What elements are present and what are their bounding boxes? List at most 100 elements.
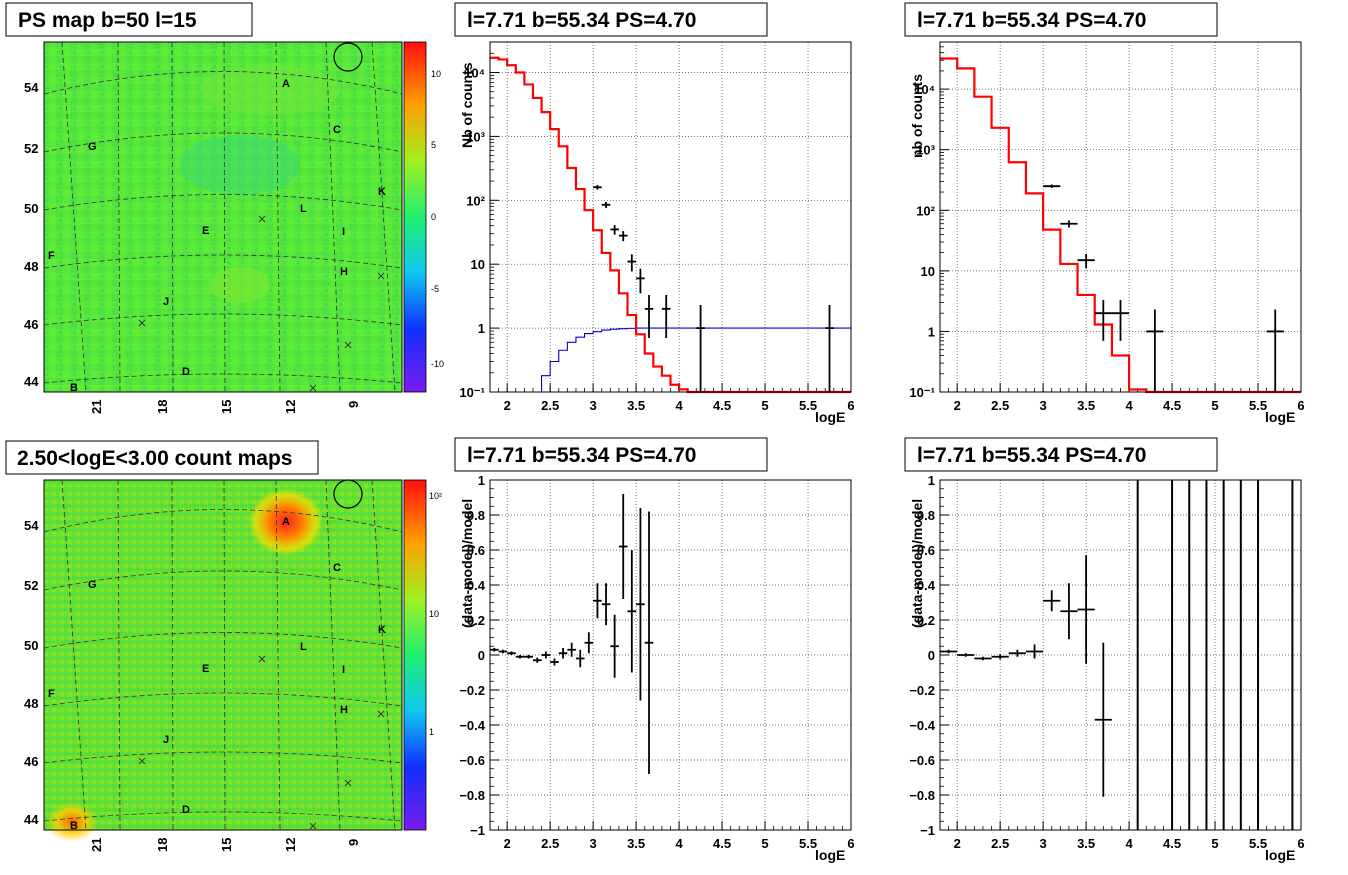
x-tick-label: 4 — [1125, 836, 1133, 851]
y-tick-label: −0.4 — [909, 718, 935, 733]
longitude-line — [325, 479, 341, 831]
y-tick-label: 1 — [928, 324, 935, 339]
x-axis-label: logE — [1265, 409, 1295, 425]
longitude-line — [371, 479, 396, 831]
plot-title: l=7.71 b=55.34 PS=4.70 — [917, 444, 1146, 467]
source-label: E — [202, 225, 209, 237]
data-point — [601, 583, 611, 626]
x-tick-label: 4 — [675, 836, 683, 851]
x-tick-label: 6 — [847, 836, 854, 851]
count-map-title-box — [5, 440, 319, 475]
plot-title-box — [904, 437, 1218, 472]
x-tick-label: 5.5 — [799, 398, 817, 413]
x-tick-label: 4.5 — [713, 398, 731, 413]
x-tick-label: 3.5 — [627, 836, 645, 851]
data-point — [593, 583, 602, 619]
data-point — [991, 654, 1009, 660]
data-point — [550, 658, 559, 666]
data-point — [1008, 649, 1026, 657]
y-tick-label: 0.6 — [467, 543, 485, 558]
y-tick-label: −0.8 — [459, 788, 485, 803]
x-tick-label: 4 — [675, 398, 683, 413]
latitude-line — [43, 632, 403, 649]
count-map-xtick: 15 — [219, 838, 234, 852]
data-point — [644, 294, 654, 338]
x-tick-label: 4.5 — [1163, 398, 1181, 413]
source-label: A — [282, 516, 290, 528]
y-tick-label: −0.2 — [909, 683, 935, 698]
data-point — [1077, 253, 1095, 269]
y-tick-label: 10² — [916, 203, 935, 218]
source-label: H — [340, 266, 348, 278]
ps-map-ytick: 46 — [24, 317, 38, 332]
longitude-line — [61, 41, 87, 393]
count-map-ytick: 44 — [24, 812, 39, 827]
source-label: D — [182, 804, 190, 816]
count-map-ytick: 54 — [24, 518, 39, 533]
data-point — [1094, 300, 1112, 341]
x-tick-label: 3 — [590, 836, 597, 851]
data-point — [532, 657, 542, 663]
source-a-hotspot — [248, 488, 324, 556]
x-tick-label: 2 — [504, 398, 511, 413]
y-tick-label: 1 — [928, 473, 935, 488]
source-label: D — [182, 366, 190, 378]
latitude-line — [43, 692, 403, 707]
data-point — [601, 202, 611, 208]
x-tick-label: 5 — [1211, 398, 1218, 413]
y-axis-label: Nb of counts — [459, 62, 475, 148]
x-tick-label: 3.5 — [1077, 398, 1095, 413]
source-label: C — [333, 562, 341, 574]
x-tick-label: 4 — [1125, 398, 1133, 413]
ps-map-colorbar-tick: -10 — [431, 359, 444, 369]
efficiency-histogram — [532, 327, 851, 393]
longitude-line — [117, 41, 121, 393]
data-point — [661, 294, 671, 338]
x-tick-label: 6 — [1297, 398, 1304, 413]
data-point — [940, 649, 958, 654]
plot-title-box — [454, 437, 768, 472]
source-label: I — [342, 664, 345, 676]
y-tick-label: −0.4 — [459, 718, 485, 733]
count-map-colorbar-tick: 10² — [429, 491, 442, 501]
source-label: G — [88, 579, 97, 591]
longitude-line — [325, 41, 341, 393]
ps-map-title-box — [5, 2, 253, 37]
latitude-line — [43, 71, 403, 95]
data-point — [1077, 555, 1095, 664]
latitude-line — [43, 811, 403, 822]
y-tick-label: −0.6 — [909, 753, 935, 768]
count-map-target-circle — [333, 479, 363, 509]
ps-map-ytick: 52 — [24, 141, 38, 156]
longitude-line — [275, 479, 281, 831]
y-tick-label: 10⁻¹ — [459, 385, 485, 400]
y-tick-label: −0.6 — [459, 753, 485, 768]
data-point — [1146, 309, 1164, 392]
data-point — [1111, 300, 1130, 341]
ps-map-xtick: 15 — [219, 400, 234, 414]
count-map-title: 2.50<logE<3.00 count maps — [17, 447, 292, 470]
data-point — [974, 656, 992, 661]
plot-title: l=7.71 b=55.34 PS=4.70 — [467, 9, 696, 32]
x-tick-label: 4.5 — [713, 836, 731, 851]
longitude-line — [171, 479, 174, 831]
y-tick-label: 10³ — [466, 129, 485, 144]
data-point — [1266, 309, 1284, 392]
count-map-colorbar — [403, 479, 427, 831]
data-point — [558, 648, 568, 659]
data-point — [1060, 583, 1078, 640]
y-tick-label: 10² — [466, 193, 485, 208]
ps-map-colorbar-tick: 10 — [431, 69, 441, 79]
source-label: J — [163, 734, 169, 746]
y-tick-label: −1 — [920, 823, 935, 838]
x-tick-label: 5 — [761, 398, 768, 413]
count-map-xtick: 12 — [283, 838, 298, 852]
plot-title-box — [454, 2, 768, 37]
spectrum-plot-data-panel: l=7.71 b=55.34 PS=4.70 2 2.5 3 3.5 4 4.5 5 5.5 6… — [454, 2, 855, 425]
latitude-line — [43, 313, 403, 326]
y-tick-label: −1 — [470, 823, 485, 838]
ps-map-ytick: 44 — [24, 374, 39, 389]
ps-map-panel: PS map b=50 l=15 10 5 0 -5 -10 54 52 50 … — [5, 2, 444, 414]
count-map-ytick: 46 — [24, 754, 38, 769]
spectrum-plot-model-panel: l=7.71 b=55.34 PS=4.70 2 2.5 3 3.5 4 4.5 5 5.5 6… — [904, 2, 1305, 425]
